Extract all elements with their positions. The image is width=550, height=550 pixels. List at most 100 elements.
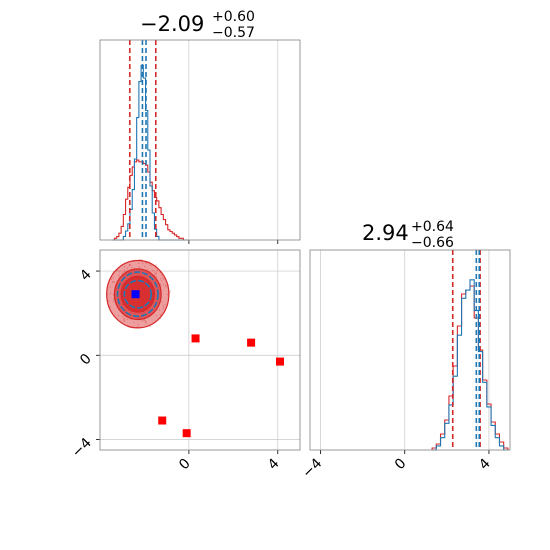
sample-point: [143, 319, 145, 321]
sample-point: [148, 260, 150, 263]
sample-point: [168, 284, 170, 286]
title-param-1-median: 2.94: [362, 221, 409, 245]
sample-point: [113, 281, 116, 283]
sample-point: [155, 264, 157, 266]
sample-point: [161, 274, 163, 276]
sample-point: [159, 283, 162, 285]
tick-label-p3-0: −4: [299, 455, 325, 481]
hist-0-blue: [112, 64, 188, 241]
sample-point: [123, 319, 125, 321]
sample-point: [155, 315, 157, 317]
panel-hist-param-0: [99, 39, 301, 244]
sample-point: [161, 279, 163, 282]
sample-point: [108, 299, 110, 302]
sample-point: [154, 274, 156, 276]
sample-point: [159, 314, 162, 316]
sample-point: [123, 269, 126, 271]
sample-point: [169, 290, 171, 292]
title-param-0: −2.09 +0.60 −0.57: [140, 9, 255, 41]
sample-point: [128, 263, 131, 266]
sample-point: [163, 283, 165, 286]
sample-point: [155, 273, 157, 275]
sample-point: [131, 266, 133, 269]
sample-point: [141, 320, 143, 322]
frame-p2: [99, 249, 301, 451]
sample-point: [121, 272, 124, 274]
panel-joint: 0 4 −4 0 4: [69, 249, 301, 474]
frame-p1: [99, 39, 301, 241]
sample-point: [117, 314, 120, 316]
sample-point: [129, 264, 132, 266]
contour-blue-0: [116, 271, 159, 318]
marker-blue: [131, 290, 140, 299]
sample-point: [112, 294, 114, 296]
sample-point: [143, 320, 145, 322]
sample-point: [158, 309, 160, 311]
sample-point: [163, 278, 165, 280]
tick-label-y-p2-1: 0: [77, 351, 95, 369]
sample-point: [161, 301, 163, 303]
marker-red-3: [158, 416, 167, 425]
tick-label-x-p2-0: 0: [176, 456, 194, 474]
tick-label-p3-2: 4: [476, 455, 494, 473]
sample-point: [139, 258, 141, 261]
sample-point: [144, 265, 146, 268]
sample-point: [149, 264, 151, 266]
sample-point: [124, 317, 126, 320]
sample-point: [145, 262, 147, 264]
sample-point: [162, 307, 164, 309]
sample-point: [111, 278, 113, 280]
sample-point: [110, 292, 112, 294]
title-param-1-minus: −0.66: [411, 235, 454, 251]
sample-point: [146, 268, 148, 270]
tick-label-y-p2-2: 4: [77, 267, 95, 285]
sample-point: [165, 284, 167, 287]
sample-point: [152, 269, 154, 272]
marker-red-0: [191, 334, 200, 343]
sample-point: [155, 272, 157, 274]
sample-point: [155, 276, 157, 278]
tick-label-p3-1: 0: [392, 456, 410, 474]
hist-1-blue: [432, 279, 508, 451]
sample-point: [126, 318, 129, 320]
sample-point: [156, 269, 158, 271]
title-param-1-plus: +0.64: [411, 219, 454, 235]
sample-point: [162, 277, 164, 279]
sample-point: [112, 277, 114, 279]
sample-point: [145, 322, 147, 324]
sample-point: [141, 259, 143, 261]
title-param-1: 2.94 +0.64 −0.66: [362, 219, 454, 251]
hist-1-red: [431, 285, 509, 450]
sample-point: [159, 277, 162, 280]
sample-point: [118, 271, 121, 273]
title-param-0-minus: −0.57: [212, 25, 255, 41]
marker-red-1: [247, 338, 256, 347]
tick-label-y-p2-0: −4: [69, 435, 95, 461]
sample-point: [123, 320, 125, 322]
frame-p3: [309, 249, 511, 451]
sample-point: [112, 300, 115, 303]
sample-point: [167, 293, 169, 296]
title-param-0-median: −2.09: [140, 12, 204, 36]
sample-point: [121, 316, 124, 318]
sample-point: [111, 281, 114, 283]
sample-point: [124, 270, 126, 273]
contour-blue-1: [123, 279, 153, 309]
sample-point: [162, 305, 164, 307]
sample-point: [164, 303, 166, 305]
sample-point: [133, 321, 135, 323]
sample-point: [149, 325, 151, 328]
panel-hist-param-1: −4 0 4: [299, 249, 511, 481]
title-param-0-plus: +0.60: [212, 9, 255, 25]
marker-red-4: [182, 429, 191, 438]
sample-point: [145, 320, 147, 322]
sample-point: [109, 286, 111, 288]
sample-point: [154, 272, 156, 274]
sample-point: [123, 265, 126, 268]
sample-point: [137, 323, 139, 325]
marker-red-2: [276, 357, 284, 366]
sample-point: [142, 263, 144, 265]
sample-point: [138, 262, 140, 265]
sample-point: [126, 267, 128, 269]
